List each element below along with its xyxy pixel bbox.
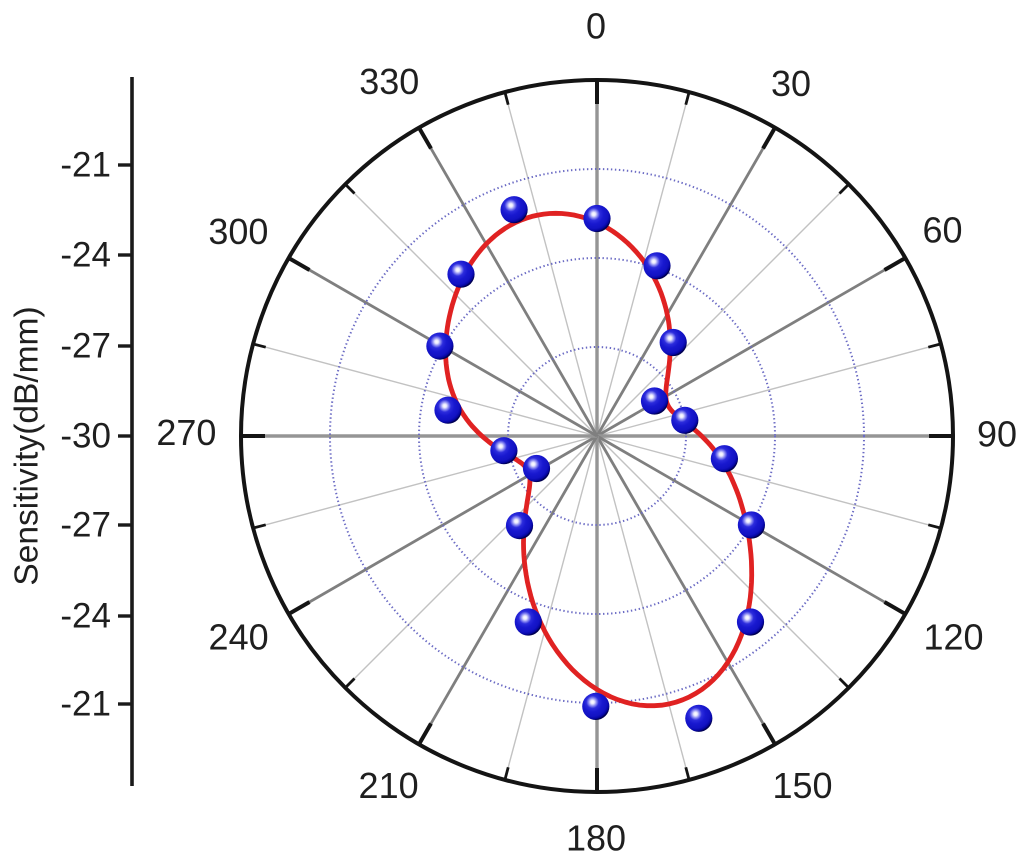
svg-text:210: 210 [359,765,419,806]
svg-text:150: 150 [772,765,832,806]
svg-text:-30: -30 [60,417,111,456]
svg-text:Sensitivity(dB/mm): Sensitivity(dB/mm) [9,306,46,585]
svg-text:300: 300 [208,211,268,252]
svg-text:30: 30 [771,63,811,104]
svg-text:-21: -21 [60,685,111,724]
svg-text:0: 0 [586,6,606,47]
svg-text:120: 120 [923,617,983,658]
svg-text:240: 240 [209,616,269,657]
svg-text:-21: -21 [60,146,111,185]
svg-text:60: 60 [922,210,962,251]
svg-text:-27: -27 [60,506,111,545]
svg-text:-27: -27 [60,327,111,366]
svg-text:270: 270 [156,412,216,453]
svg-text:90: 90 [977,414,1017,455]
svg-text:-24: -24 [60,236,111,275]
svg-text:180: 180 [566,818,626,859]
svg-text:330: 330 [359,61,419,102]
svg-text:-24: -24 [60,597,111,636]
